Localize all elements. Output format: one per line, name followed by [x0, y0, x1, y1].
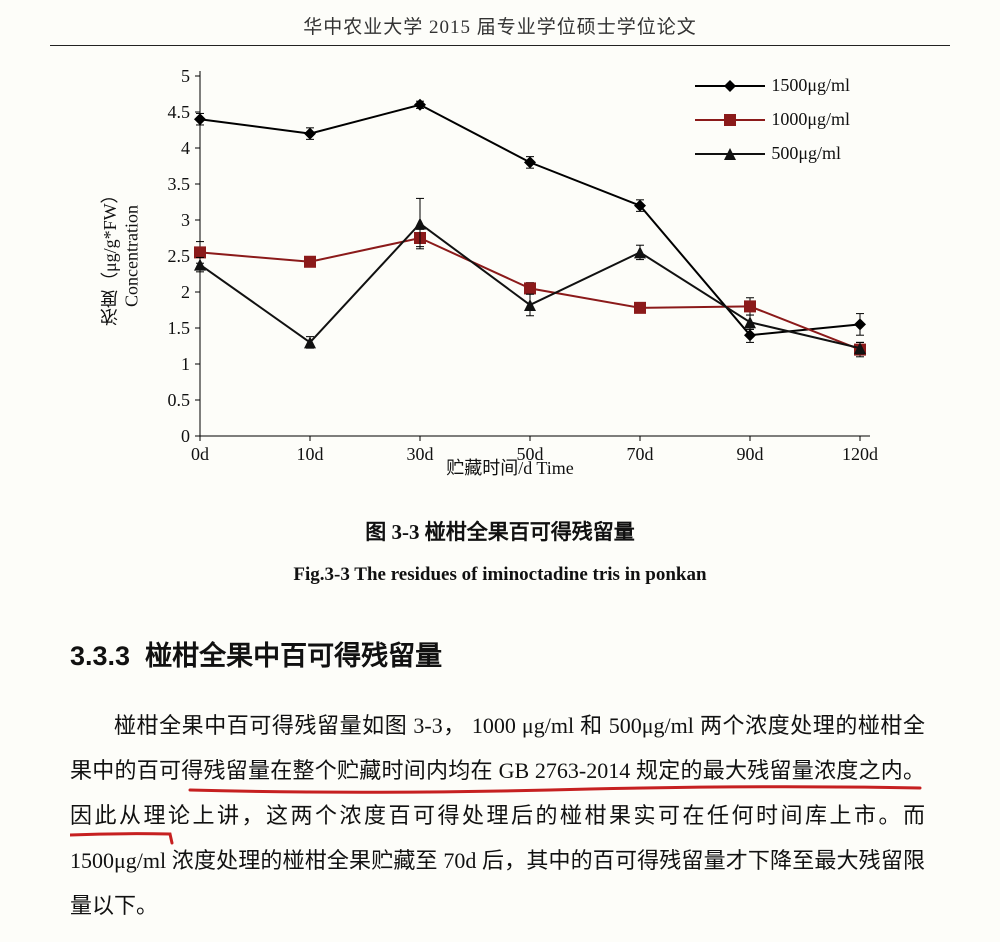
svg-text:3: 3	[181, 210, 190, 230]
legend-label: 1500μg/ml	[771, 68, 850, 102]
svg-text:2: 2	[181, 282, 190, 302]
section-number: 3.3.3	[70, 641, 130, 671]
figure-caption-en: Fig.3-3 The residues of iminoctadine tri…	[0, 564, 1000, 586]
section-title: 椪柑全果中百可得残留量	[145, 641, 442, 671]
body-paragraph: 椪柑全果中百可得残留量如图 3-3， 1000 μg/ml 和 500μg/ml…	[70, 703, 925, 928]
legend-item-500: 500μg/ml	[695, 136, 850, 170]
svg-text:1.5: 1.5	[168, 318, 191, 338]
legend-label: 1000μg/ml	[771, 102, 850, 136]
svg-text:2.5: 2.5	[168, 246, 191, 266]
svg-text:0.5: 0.5	[168, 390, 191, 410]
legend-label: 500μg/ml	[771, 136, 841, 170]
svg-text:5: 5	[181, 66, 190, 86]
svg-text:0: 0	[181, 426, 190, 446]
figure-caption-cn: 图 3-3 椪柑全果百可得残留量	[0, 516, 1000, 546]
legend-item-1500: 1500μg/ml	[695, 68, 850, 102]
svg-text:1: 1	[181, 354, 190, 374]
y-axis-label-cn: 浓度（μg/g*FW）	[100, 186, 120, 327]
page-header: 华中农业大学 2015 届专业学位硕士学位论文	[50, 0, 950, 46]
chart-legend: 1500μg/ml 1000μg/ml 500μg/ml	[695, 68, 850, 171]
chart-figure: 浓度（μg/g*FW） Concentration 00.511.522.533…	[130, 56, 890, 486]
svg-text:4: 4	[181, 138, 190, 158]
x-axis-label: 贮藏时间/d Time	[130, 454, 890, 480]
section-heading: 3.3.3 椪柑全果中百可得残留量	[70, 634, 1000, 673]
svg-text:4.5: 4.5	[168, 102, 191, 122]
legend-item-1000: 1000μg/ml	[695, 102, 850, 136]
svg-text:3.5: 3.5	[168, 174, 191, 194]
